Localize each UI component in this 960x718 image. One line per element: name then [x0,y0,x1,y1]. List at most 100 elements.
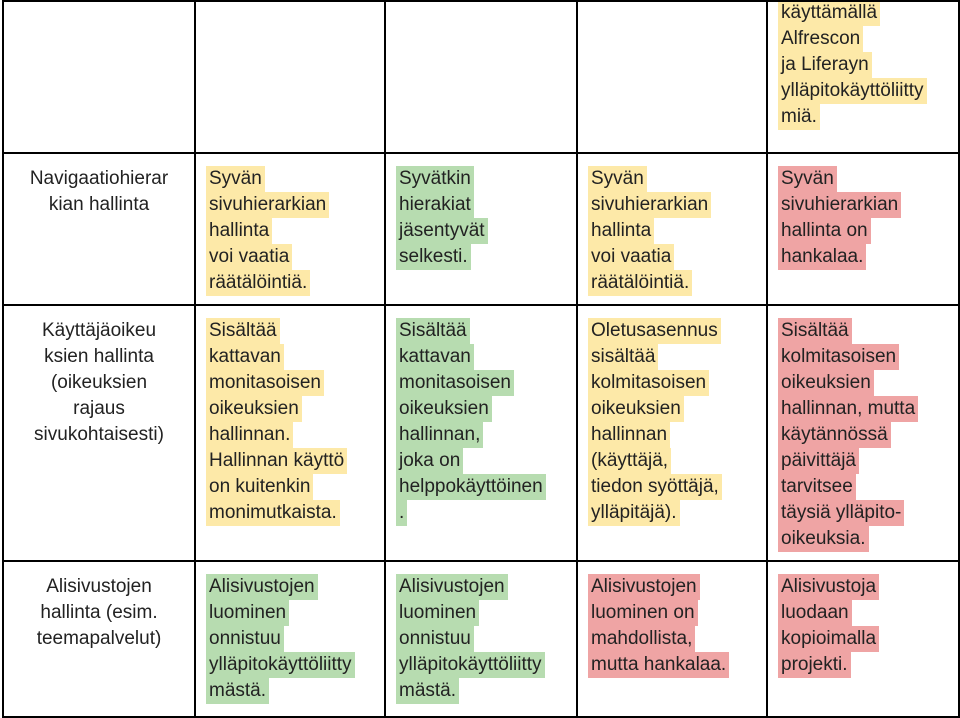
cell-text-line: luodaan [778,600,852,626]
cell-text-line: hallinnan, [396,422,484,448]
cell-text-line: luominen on [588,600,698,626]
row-label-line: hallinta (esim. [40,602,158,623]
cell-text-line: oikeuksien [778,370,874,396]
cell-text-line: helppokäyttöinen [396,474,546,500]
cell-text-line: jäsentyvät [396,218,488,244]
cell-text-line: kattavan [396,344,474,370]
table-cell: Oletusasennus sisältää kolmitasoisen oikeuk… [576,304,768,562]
table-cell [576,0,768,154]
cell-text-line: luominen [206,600,290,626]
cell-text-line: monitasoisen [396,370,514,396]
cell-text-line: Syvätkin [396,166,474,192]
cell-text-line: kattavan [206,344,284,370]
table-row: Navigaatiohierar kian hallinta Syvän sivuhi… [2,152,960,306]
cell-text-line: Alisivustojen [206,574,318,600]
table-row: Käyttäjäoikeu ksien hallinta (oikeuksien ra… [2,304,960,562]
table-cell: Syvätkin hierakiat jäsentyvät selkesti. [384,152,578,306]
row-label: Käyttäjäoikeu ksien hallinta (oikeuksien ra… [2,304,196,562]
cell-text-line: ja Liferayn [778,52,872,78]
cell-text-line: kopioimalla [778,626,880,652]
cell-text-line: kolmitasoisen [778,344,900,370]
cell-text-line: ylläpitokäyttöliitty [396,652,545,678]
cell-text-line: mahdollista, [588,626,696,652]
cell-text-line: Sisältää [206,318,280,344]
cell-text-line: monitasoisen [206,370,324,396]
cell-text-line: kolmitasoisen [588,370,710,396]
cell-text-line: Sisältää [396,318,470,344]
cell-text-line: sivuhierarkian [778,192,902,218]
cell-text-line: tiedon syöttäjä, [588,474,722,500]
table-cell: Sisältää kattavan monitasoisen oikeuksien ha… [384,304,578,562]
cell-text-line: hallinta on [778,218,871,244]
cell-text-line: Syvän [778,166,837,192]
cell-text-line: käyttämällä [778,3,881,26]
row-label: Alisivustojen hallinta (esim. teemapalvelu… [2,560,196,718]
cell-text-line: ylläpitokäyttöliitty [778,78,927,104]
table-cell: Alisivustoja luodaan kopioimalla projekti. [766,560,960,718]
cell-text-line: räätälöintiä. [206,270,311,296]
cell-text-line: Alfrescon [778,26,864,52]
cell-text-line: . [396,500,408,526]
table-cell [384,0,578,154]
cell-text-line: oikeuksien [206,396,302,422]
cell-text-line: sivuhierarkian [588,192,712,218]
row-label-line: Navigaatiohierar [29,168,169,189]
cell-text-line: räätälöintiä. [588,270,693,296]
cell-text-line: hallinta [206,218,273,244]
table-cell: Alisivustojen luominen onnistuu ylläpitokäy… [384,560,578,718]
cell-text-line: hallinnan. [206,422,294,448]
table-cell: Syvän sivuhierarkian hallinta voi vaatia rää… [576,152,768,306]
cell-text-line: hankalaa. [778,244,867,270]
cell-text-line: (käyttäjä, [588,448,672,474]
table-cell: Sisältää kattavan monitasoisen oikeuksien ha… [194,304,386,562]
cell-text-line: voi vaatia [588,244,675,270]
row-label-line: Alisivustojen [46,576,152,597]
cell-text-line: oikeuksien [588,396,684,422]
cell-text-line: projekti. [778,652,851,678]
cell-text-line: Hallinnan käyttö [206,448,348,474]
cell-text-line: on kuitenkin [206,474,314,500]
cell-text-line: mästä. [396,678,460,704]
cell-text-line: mutta hankalaa. [588,652,730,678]
table-cell: Syvän sivuhierarkian hallinta on hankalaa. [766,152,960,306]
cell-text-line: sisältää [588,344,659,370]
cell-text-line: Syvän [206,166,265,192]
cell-text-line: luominen [396,600,480,626]
row-label-line: teemapalvelut) [36,628,162,649]
cell-text-line: oikeuksia. [778,526,869,552]
row-label-line: rajaus [73,398,125,419]
cell-text-line: käytännössä [778,422,891,448]
table-cell: Sisältää kolmitasoisen oikeuksien hallinnan… [766,304,960,562]
table-cell: Syvän sivuhierarkian hallinta voi vaatia rää… [194,152,386,306]
cell-text-line: onnistuu [206,626,284,652]
table-cell: käyttämällä Alfrescon ja Liferayn ylläpitok… [766,0,960,154]
row-label-line: Käyttäjäoikeu [41,320,157,341]
cell-text-line: oikeuksien [396,396,492,422]
cell-text-line: hallinnan, mutta [778,396,919,422]
cell-text-line: päivittäjä [778,448,859,474]
cell-text-line: Alisivustojen [396,574,508,600]
cell-text-line: Alisivustojen [588,574,700,600]
row-label-line: sivukohtaisesti) [34,424,164,445]
table-cell [194,0,386,154]
cell-text-line: hierakiat [396,192,474,218]
cell-text-line: sivuhierarkian [206,192,330,218]
cell-text-line: Alisivustoja [778,574,880,600]
cell-text-line: joka on [396,448,464,474]
cell-text-line: voi vaatia [206,244,293,270]
row-label [2,0,196,154]
cell-text-line: onnistuu [396,626,474,652]
cell-text-line: mästä. [206,678,270,704]
table-row: Alisivustojen hallinta (esim. teemapalvelu… [2,560,960,718]
cell-text-line: selkesti. [396,244,471,270]
cell-text-line: Sisältää [778,318,852,344]
row-label-line: kian hallinta [48,194,150,215]
cell-text-line: täysiä ylläpito- [778,500,905,526]
cell-text-line: Oletusasennus [588,318,721,344]
cell-text-line: miä. [778,104,820,130]
cell-text-line: Syvän [588,166,647,192]
cell-text-line: tarvitsee [778,474,856,500]
table-cell: Alisivustojen luominen onnistuu ylläpitokäy… [194,560,386,718]
row-label: Navigaatiohierar kian hallinta [2,152,196,306]
